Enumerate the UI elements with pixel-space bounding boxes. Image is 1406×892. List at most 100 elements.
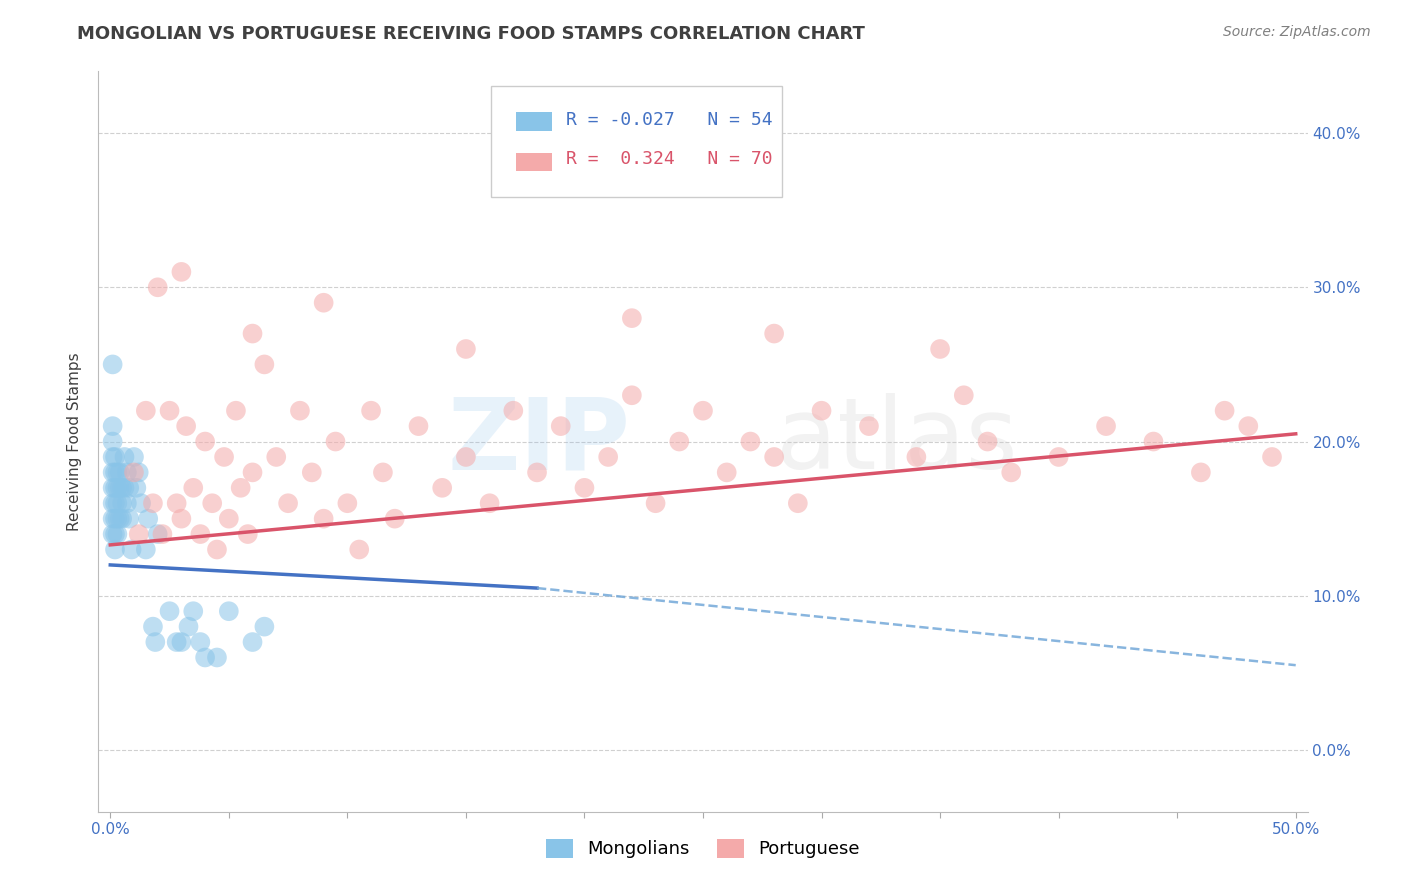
Point [121,542,143,557]
Point [177,619,200,633]
Point [218,511,240,525]
Point [976,434,998,449]
Point [128,527,150,541]
Point [225,403,247,417]
Point [598,450,620,464]
Text: Source: ZipAtlas.com: Source: ZipAtlas.com [1223,25,1371,39]
FancyBboxPatch shape [516,112,551,130]
Point [644,496,666,510]
Point [108,481,131,495]
Y-axis label: Receiving Food Stamps: Receiving Food Stamps [67,352,83,531]
Point [108,511,131,525]
Point [229,481,252,495]
Point [105,481,128,495]
Point [288,403,311,417]
Text: atlas: atlas [776,393,1017,490]
Point [620,388,643,402]
Point [125,481,148,495]
Point [108,466,131,480]
Point [360,403,382,417]
Point [104,481,127,495]
Point [242,635,264,649]
Point [205,650,228,665]
Point [502,403,524,417]
Point [115,496,138,510]
Point [810,403,832,417]
Point [574,481,596,495]
Point [620,311,643,326]
Point [174,419,197,434]
Point [454,450,477,464]
Point [347,542,370,557]
Point [1237,419,1260,434]
Point [668,434,690,449]
Point [253,358,276,372]
Text: R = -0.027   N = 54: R = -0.027 N = 54 [567,112,773,129]
Point [142,496,165,510]
FancyBboxPatch shape [516,153,551,171]
Point [101,511,124,525]
Point [104,527,127,541]
Point [181,481,204,495]
Point [763,326,786,341]
Text: R =  0.324   N = 70: R = 0.324 N = 70 [567,150,773,168]
Point [104,542,127,557]
Point [432,481,454,495]
Legend: Mongolians, Portuguese: Mongolians, Portuguese [538,832,868,865]
Point [118,481,141,495]
Point [786,496,808,510]
Point [159,403,181,417]
Point [1261,450,1284,464]
Point [128,466,150,480]
Point [105,496,128,510]
Point [1213,403,1236,417]
Point [135,403,157,417]
Point [478,496,501,510]
Point [740,434,762,449]
Point [905,450,928,464]
Point [692,403,714,417]
Point [1095,419,1118,434]
Point [101,527,124,541]
Point [242,326,264,341]
Point [152,527,174,541]
Point [111,511,134,525]
Point [114,450,136,464]
Text: ZIP: ZIP [447,393,630,490]
Point [170,265,193,279]
Point [212,450,235,464]
Point [101,419,124,434]
Point [526,466,548,480]
Point [170,635,193,649]
Point [104,511,127,525]
Point [118,511,141,525]
Point [166,635,188,649]
Point [146,280,169,294]
Point [1189,466,1212,480]
Point [142,619,165,633]
Point [264,450,287,464]
Point [101,450,124,464]
Point [1142,434,1164,449]
Point [181,604,204,618]
Point [371,466,394,480]
Point [205,542,228,557]
Point [952,388,974,402]
Point [312,295,335,310]
Point [408,419,430,434]
Point [253,619,276,633]
Point [170,511,193,525]
Point [277,496,299,510]
Point [105,511,128,525]
Point [201,496,224,510]
Point [101,496,124,510]
Point [929,342,952,356]
Point [190,527,212,541]
Point [104,450,127,464]
Point [194,650,217,665]
Point [122,450,145,464]
Point [384,511,406,525]
Point [312,511,335,525]
Point [101,358,124,372]
Point [1000,466,1022,480]
